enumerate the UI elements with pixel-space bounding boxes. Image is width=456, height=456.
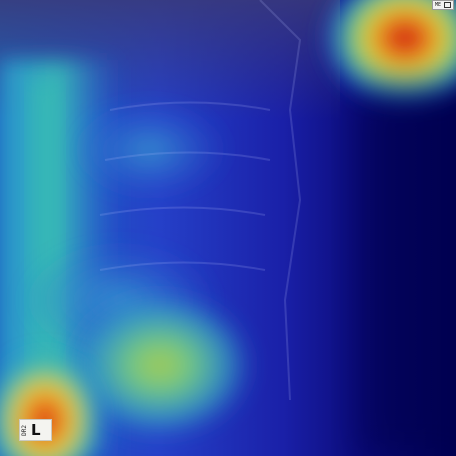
corner-tag-label: ME bbox=[435, 1, 442, 8]
orientation-marker: DR2 L bbox=[19, 419, 52, 441]
marker-side-label: L bbox=[31, 420, 41, 439]
corner-tag: ME bbox=[432, 0, 454, 10]
corner-tag-box-icon bbox=[444, 2, 451, 8]
marker-code-label: DR2 bbox=[21, 424, 28, 436]
